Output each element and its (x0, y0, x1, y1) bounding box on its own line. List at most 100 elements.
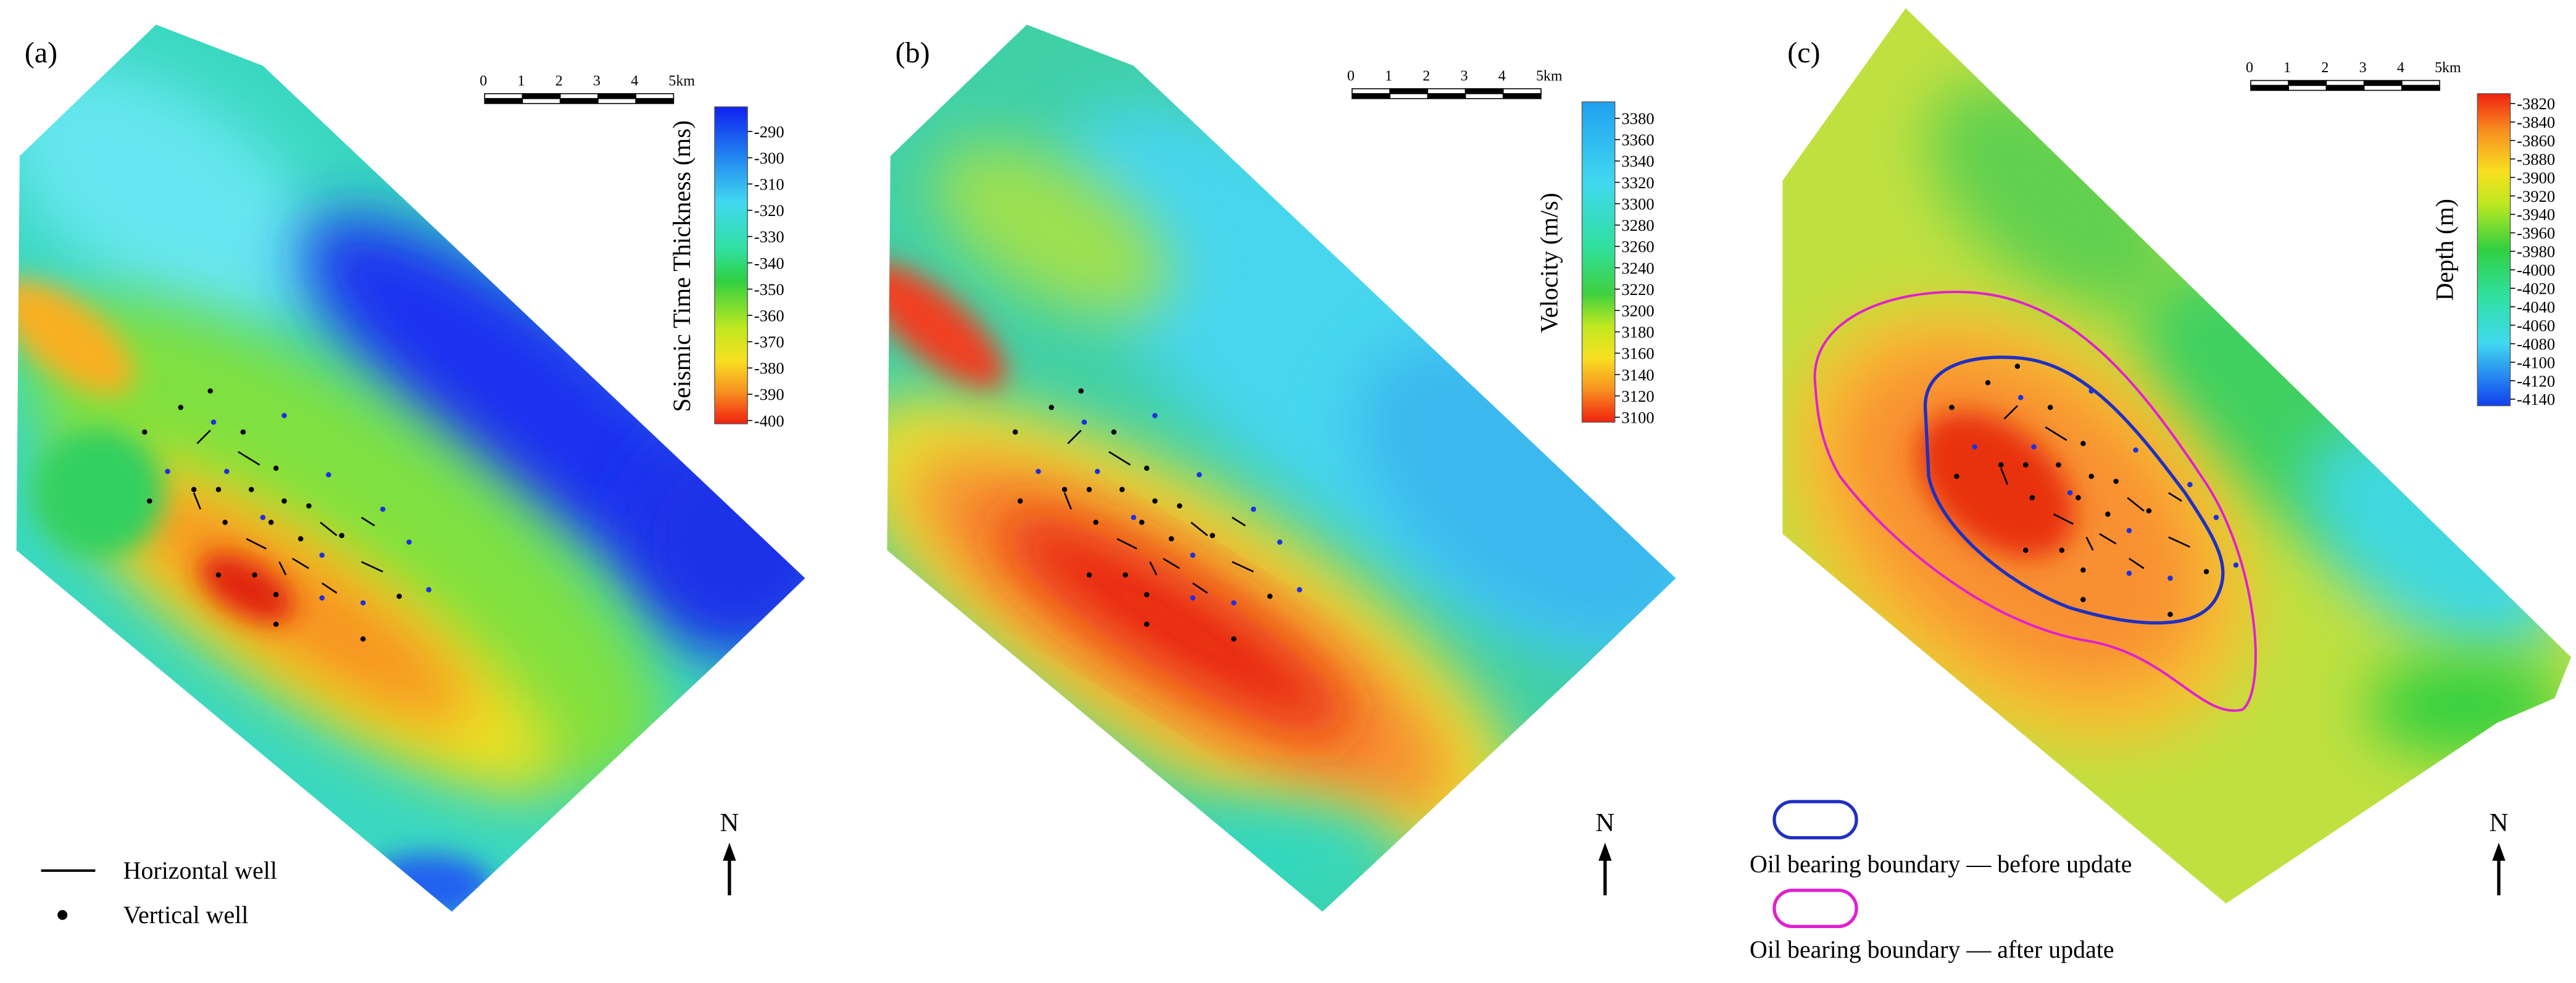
vertical-well (191, 487, 197, 492)
colorbar-tick-label: -3840 (2517, 113, 2555, 131)
colorbar-tick-label: -3820 (2517, 94, 2555, 113)
scale-bar-label: 3 (2359, 60, 2367, 76)
scale-bar-segment (1427, 88, 1466, 94)
colorbar-tick-label: 3340 (1621, 152, 1654, 170)
colorbar-tick-label: -4120 (2517, 371, 2555, 390)
colorbar-tick-label: 3180 (1621, 323, 1654, 341)
scale-bar-label: 0 (1347, 68, 1355, 84)
colorbar-tick-label: -4100 (2517, 353, 2555, 371)
vertical-well (1231, 636, 1237, 642)
scale-bar-segment (521, 93, 561, 99)
colorbar-tick-label: -3960 (2517, 224, 2555, 243)
horizontal-well (246, 537, 267, 550)
horizontal-well (1067, 429, 1082, 444)
legend-after-symbol (1772, 889, 1858, 929)
vertical-well (1131, 515, 1137, 520)
colorbar-tick-label: -3940 (2517, 205, 2555, 224)
colorbar-tick-label: 3120 (1621, 387, 1654, 405)
contour-region (997, 511, 1353, 737)
colorbar-tick-label: 3160 (1621, 344, 1654, 363)
colorbar-title: Velocity (m/s) (1535, 193, 1563, 333)
colorbar-tick-label: -4140 (2517, 390, 2555, 409)
horizontal-well (196, 429, 211, 444)
vertical-well (215, 487, 222, 492)
vertical-well (281, 498, 287, 504)
vertical-well (1093, 520, 1099, 525)
colorbar-tick-label: -290 (754, 122, 784, 141)
scale-bar-segment (635, 97, 675, 104)
vertical-well (1190, 552, 1195, 558)
vertical-well (252, 572, 257, 578)
vertical-well (1111, 429, 1117, 435)
vertical-well (1954, 473, 1959, 479)
colorbar-tick-label: 3140 (1621, 365, 1654, 384)
colorbar-tick-label: 3320 (1621, 173, 1654, 192)
vertical-well (1144, 621, 1150, 627)
vertical-well (240, 429, 246, 435)
horizontal-well (2045, 426, 2067, 441)
colorbar-tick-label: -300 (754, 149, 784, 167)
vertical-well (2017, 394, 2024, 400)
horizontal-well (360, 516, 375, 526)
vertical-well (2113, 478, 2119, 484)
scale-bar-label: 1 (2283, 60, 2291, 76)
scale-bar-label: 4 (631, 73, 638, 89)
vertical-well (2126, 528, 2132, 534)
vertical-well (2088, 473, 2094, 479)
colorbar-tick-label: -340 (754, 254, 784, 272)
wells (141, 388, 432, 642)
contour-region (16, 65, 323, 329)
scale-bar-segment (559, 97, 599, 104)
colorbar-tick-label: 3240 (1621, 259, 1654, 277)
vertical-well (222, 520, 228, 525)
panel-label: (b) (895, 36, 930, 69)
vertical-well (2133, 447, 2138, 453)
vertical-well (319, 552, 325, 558)
colorbar-tick-label: -4060 (2517, 316, 2555, 334)
wells (1949, 363, 2239, 617)
horizontal-well (2129, 558, 2145, 570)
scale-bar-segment (1465, 88, 1504, 94)
scale-bar-label: 1 (518, 73, 525, 89)
colorbar (1581, 101, 1616, 423)
scale-bar-segment (559, 93, 599, 99)
scale-bar-segment (1389, 88, 1429, 94)
contour-region (2306, 428, 2557, 657)
vertical-well (2213, 515, 2219, 520)
colorbar-tick-label: 3220 (1621, 280, 1654, 299)
horizontal-well (1163, 557, 1180, 570)
north-label: N (720, 808, 739, 837)
vertical-well (224, 468, 230, 475)
contour-region (199, 553, 294, 623)
scale-bar-label: 2 (1423, 68, 1430, 84)
vertical-well (1017, 498, 1023, 504)
legend: Horizontal well Vertical well Oil bearing … (41, 800, 2132, 963)
contour-region (624, 427, 805, 657)
horizontal-well (2099, 533, 2117, 545)
colorbar-tick-label: -350 (754, 280, 784, 299)
scale-bar-label: 5km (668, 73, 695, 89)
vertical-well (281, 413, 287, 418)
colorbar-title: Depth (m) (2430, 199, 2458, 301)
horizontal-well (1190, 521, 1208, 536)
vertical-well (1081, 419, 1087, 425)
vertical-well (2203, 569, 2209, 574)
vertical-well (380, 506, 386, 512)
legend-label: Oil bearing boundary — before update (1750, 850, 2132, 878)
vertical-well (2029, 495, 2035, 500)
scale-bar-segment (597, 93, 636, 99)
vertical-well (141, 429, 147, 435)
vertical-well (326, 472, 331, 478)
scale-bar-label: 5km (2435, 60, 2461, 76)
vertical-well (1250, 506, 1257, 512)
horizontal-well (1149, 561, 1158, 576)
colorbar-tick-label: 3200 (1621, 301, 1654, 320)
vertical-well (215, 572, 222, 578)
scale-bar-segment (2325, 80, 2365, 86)
colorbar-tick-label: 3380 (1621, 109, 1654, 128)
colorbar-tick-label: 3280 (1621, 216, 1654, 234)
boundary-before (1924, 355, 2225, 625)
vertical-well (268, 520, 274, 525)
